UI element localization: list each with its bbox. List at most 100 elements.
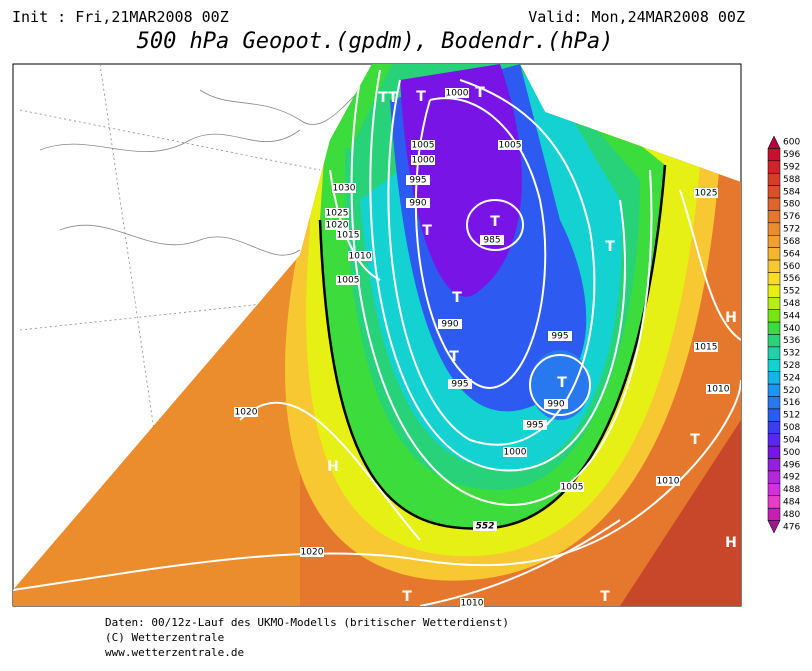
colorbar-label: 476 [783, 522, 800, 532]
colorbar-label: 484 [783, 497, 800, 507]
isobar-label: 1005 [337, 276, 360, 286]
colorbar-cell [767, 334, 781, 348]
colorbar-label: 500 [783, 448, 800, 458]
colorbar-label: 588 [783, 175, 800, 185]
isobar-label: 1005 [412, 141, 435, 151]
colorbar-cell [767, 433, 781, 447]
colorbar-label: 580 [783, 200, 800, 210]
label-bg [548, 331, 572, 341]
label-bg [438, 319, 462, 329]
isobar-label: 552 [476, 522, 495, 532]
isobar-label: 1015 [695, 343, 718, 353]
colorbar-label: 504 [783, 435, 800, 445]
colorbar-cell [767, 272, 781, 286]
colorbar-label: 496 [783, 460, 800, 470]
pressure-center: T [416, 89, 426, 105]
pressure-center: T [402, 589, 412, 605]
colorbar-cell [767, 321, 781, 335]
isobar-label: 1015 [337, 231, 360, 241]
colorbar-cell [767, 495, 781, 509]
isobar-label: 1000 [412, 156, 435, 166]
isobar-label: 1005 [561, 483, 584, 493]
isobar-label: 1010 [657, 477, 680, 487]
label-bg [460, 598, 484, 608]
colorbar-label: 544 [783, 311, 800, 321]
label-bg [336, 230, 360, 240]
colorbar-cell [767, 297, 781, 310]
colorbar-cell [767, 259, 781, 273]
isobar-label: 990 [409, 199, 426, 209]
isobar-label: 1025 [695, 189, 718, 199]
colorbar-cell [767, 148, 781, 162]
colorbar-label: 528 [783, 361, 800, 371]
colorbar-label: 556 [783, 274, 800, 284]
colorbar-cell [767, 172, 781, 186]
pressure-center: H [327, 459, 339, 475]
label-bg [336, 275, 360, 285]
pressure-center: T [422, 223, 432, 239]
colorbar-cell [767, 359, 781, 372]
colorbar-cell [767, 284, 781, 298]
isobar-label: 1010 [707, 385, 730, 395]
label-bg [325, 208, 349, 218]
colorbar-cell [767, 396, 781, 410]
footer-data: Daten: 00/12z-Lauf des UKMO-Modells (bri… [105, 616, 509, 629]
colorbar-cell [767, 371, 781, 385]
map-title: 500 hPa Geopot.(gpdm), Bodendr.(hPa) [137, 29, 614, 54]
label-bg [406, 198, 430, 208]
colorbar-label: 532 [783, 349, 800, 359]
label-bg [234, 407, 258, 417]
valid-time: Valid: Mon,24MAR2008 00Z [528, 8, 745, 26]
isobar-label: 985 [483, 236, 500, 246]
label-bg [706, 384, 730, 394]
map-frame: 1000100510009959901030102510201015101010… [12, 63, 742, 609]
isobar-label: 1000 [446, 89, 469, 99]
label-bg [656, 476, 680, 486]
label-bg [544, 399, 568, 409]
pressure-center: T [490, 214, 500, 230]
colorbar-cell [767, 210, 781, 224]
colorbar-label: 492 [783, 473, 800, 483]
footer-copyright: (C) Wetterzentrale [105, 631, 224, 644]
isobar-label: 1020 [326, 221, 349, 231]
colorbar-cell [767, 383, 781, 397]
colorbar-cell [767, 185, 781, 199]
colorbar-cell [767, 421, 781, 434]
isobar-label: 1005 [499, 141, 522, 151]
pressure-center: H [725, 535, 737, 551]
colorbar-label: 548 [783, 299, 800, 309]
colorbar-cell [767, 458, 781, 472]
colorbar-label: 520 [783, 386, 800, 396]
colorbar-label: 536 [783, 336, 800, 346]
init-time: Init : Fri,21MAR2008 00Z [12, 8, 229, 26]
colorbar-cap [767, 520, 781, 534]
pressure-center: T [449, 349, 459, 365]
isobar-label: 990 [547, 400, 564, 410]
colorbar-label: 508 [783, 423, 800, 433]
isobar-label: 1010 [461, 599, 484, 609]
label-bg [503, 447, 527, 457]
footer-url: www.wetterzentrale.de [105, 646, 244, 659]
pressure-center: T [378, 90, 388, 106]
isobar-label: 990 [441, 320, 458, 330]
label-bg [411, 140, 435, 150]
colorbar-cell [767, 470, 781, 484]
isobar-label: 1010 [349, 252, 372, 262]
colorbar-label: 552 [783, 287, 800, 297]
pressure-center: T [557, 375, 567, 391]
pressure-center: T [452, 290, 462, 306]
label-bg [445, 88, 469, 98]
pressure-center: T [605, 239, 615, 255]
label-bg [348, 251, 372, 261]
pressure-center: T [475, 85, 485, 101]
label-bg [332, 183, 356, 193]
colorbar-label: 516 [783, 398, 800, 408]
colorbar-label: 560 [783, 262, 800, 272]
colorbar-cell [767, 235, 781, 248]
colorbar-label: 568 [783, 237, 800, 247]
isobar-label: 1020 [301, 548, 324, 558]
colorbar-cell [767, 160, 781, 174]
label-bg [300, 547, 324, 557]
colorbar-label: 572 [783, 225, 800, 235]
